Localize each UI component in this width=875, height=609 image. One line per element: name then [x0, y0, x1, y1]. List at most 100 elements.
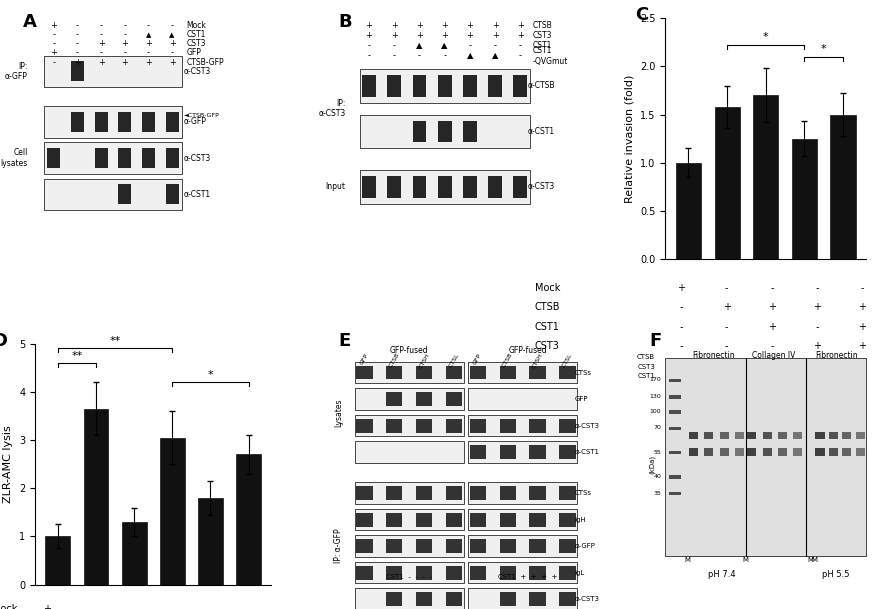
Text: E: E [339, 331, 351, 350]
FancyBboxPatch shape [446, 486, 462, 500]
FancyBboxPatch shape [468, 442, 578, 463]
FancyBboxPatch shape [47, 148, 60, 168]
Text: -: - [368, 51, 370, 60]
FancyBboxPatch shape [529, 513, 546, 527]
FancyBboxPatch shape [468, 535, 578, 557]
Text: GFP-fused: GFP-fused [390, 346, 429, 355]
FancyBboxPatch shape [778, 432, 787, 439]
FancyBboxPatch shape [45, 143, 182, 174]
FancyBboxPatch shape [470, 513, 486, 527]
Text: CST3: CST3 [637, 364, 655, 370]
FancyBboxPatch shape [500, 539, 516, 553]
FancyBboxPatch shape [416, 392, 432, 406]
FancyBboxPatch shape [416, 365, 432, 379]
Text: -: - [816, 322, 819, 332]
FancyBboxPatch shape [468, 509, 578, 530]
FancyBboxPatch shape [446, 566, 462, 580]
FancyBboxPatch shape [386, 513, 402, 527]
Text: CST1
-QVGmut: CST1 -QVGmut [532, 46, 568, 66]
Text: +: + [416, 21, 423, 30]
Text: IgH: IgH [575, 516, 586, 523]
FancyBboxPatch shape [416, 566, 432, 580]
FancyBboxPatch shape [438, 75, 452, 97]
FancyBboxPatch shape [735, 448, 744, 456]
Text: Fibronectin: Fibronectin [692, 351, 735, 360]
FancyBboxPatch shape [362, 75, 376, 97]
FancyBboxPatch shape [356, 418, 373, 432]
Text: CTSB: CTSB [532, 21, 552, 30]
Text: 40: 40 [654, 474, 662, 479]
Text: -: - [76, 21, 79, 30]
Text: CST1: CST1 [532, 41, 551, 51]
FancyBboxPatch shape [463, 75, 477, 97]
Text: ▲: ▲ [492, 51, 499, 60]
Text: α-CST1: α-CST1 [528, 127, 555, 136]
Text: -: - [76, 49, 79, 57]
Text: +: + [366, 31, 373, 40]
FancyBboxPatch shape [529, 592, 546, 606]
Text: +: + [767, 322, 776, 332]
Text: +: + [98, 58, 105, 66]
FancyBboxPatch shape [470, 486, 486, 500]
FancyBboxPatch shape [500, 592, 516, 606]
FancyBboxPatch shape [446, 392, 462, 406]
Text: -: - [171, 21, 173, 30]
Text: ▲: ▲ [416, 41, 423, 51]
Text: -: - [724, 341, 728, 351]
Y-axis label: Relative invasion (fold): Relative invasion (fold) [625, 74, 634, 203]
Text: -: - [724, 322, 728, 332]
Text: +: + [492, 21, 499, 30]
FancyBboxPatch shape [356, 513, 373, 527]
Text: -: - [393, 41, 396, 51]
Text: +: + [466, 21, 473, 30]
Text: *: * [763, 32, 768, 43]
Text: ▲: ▲ [170, 32, 175, 38]
Text: -: - [393, 51, 396, 60]
FancyBboxPatch shape [360, 114, 530, 149]
FancyBboxPatch shape [816, 432, 824, 439]
FancyBboxPatch shape [438, 176, 452, 198]
FancyBboxPatch shape [446, 592, 462, 606]
Text: -: - [770, 341, 774, 351]
FancyBboxPatch shape [669, 427, 682, 431]
FancyBboxPatch shape [470, 539, 486, 553]
Text: +: + [122, 58, 129, 66]
FancyBboxPatch shape [446, 539, 462, 553]
Text: -: - [215, 604, 219, 609]
FancyBboxPatch shape [500, 418, 516, 432]
Text: -: - [76, 40, 79, 48]
Y-axis label: ZLR-AMC lysis: ZLR-AMC lysis [4, 425, 13, 503]
FancyBboxPatch shape [94, 148, 108, 168]
FancyBboxPatch shape [856, 448, 864, 456]
FancyBboxPatch shape [356, 486, 373, 500]
FancyBboxPatch shape [463, 121, 477, 143]
Text: α-CST3: α-CST3 [184, 153, 211, 163]
FancyBboxPatch shape [142, 148, 155, 168]
FancyBboxPatch shape [559, 513, 576, 527]
Text: CTSB: CTSB [535, 303, 560, 312]
Text: F: F [649, 331, 662, 350]
FancyBboxPatch shape [500, 513, 516, 527]
FancyBboxPatch shape [386, 486, 402, 500]
FancyBboxPatch shape [468, 588, 578, 609]
Text: **: ** [72, 351, 82, 361]
Text: +: + [517, 31, 524, 40]
Text: 100: 100 [649, 409, 662, 414]
Bar [198, 498, 223, 585]
Text: -: - [88, 604, 91, 609]
FancyBboxPatch shape [446, 418, 462, 432]
Text: 170: 170 [649, 378, 662, 382]
FancyBboxPatch shape [669, 410, 682, 414]
Text: CST1  -  -  -  -: CST1 - - - - [386, 574, 432, 580]
Text: 55: 55 [654, 449, 662, 454]
Text: -: - [52, 58, 55, 66]
Text: GFP: GFP [359, 352, 369, 365]
Text: Collagen IV: Collagen IV [752, 351, 795, 360]
FancyBboxPatch shape [165, 112, 178, 132]
Text: +: + [813, 341, 821, 351]
Text: -: - [147, 49, 150, 57]
FancyBboxPatch shape [762, 432, 772, 439]
FancyBboxPatch shape [778, 448, 787, 456]
Text: CTSB: CTSB [637, 354, 655, 360]
Text: CTSs: CTSs [575, 490, 592, 496]
